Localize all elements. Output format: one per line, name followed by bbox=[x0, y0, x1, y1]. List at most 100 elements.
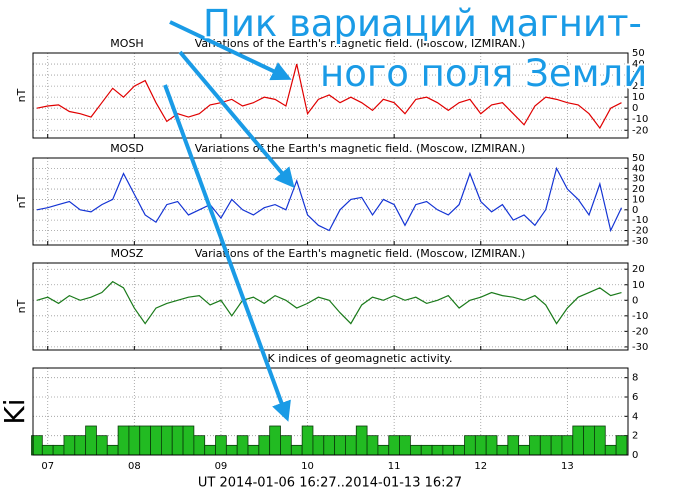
arrows bbox=[163, 20, 295, 422]
y-axis-label: nT bbox=[15, 299, 28, 313]
x-tick-label: 08 bbox=[128, 461, 141, 472]
bar bbox=[355, 425, 368, 456]
bar bbox=[171, 425, 184, 456]
overlay-title: Пик вариаций магнит- ного поля Земли bbox=[201, 0, 649, 97]
bar bbox=[290, 444, 303, 456]
x-tick-label: 11 bbox=[388, 461, 401, 472]
y-tick-label: -20 bbox=[632, 326, 648, 337]
data-line bbox=[36, 166, 623, 233]
data-line bbox=[36, 280, 622, 325]
panel-title: Variations of the Earth's magnetic field… bbox=[195, 37, 526, 50]
bar bbox=[485, 435, 498, 456]
bar bbox=[128, 425, 141, 456]
bar bbox=[594, 425, 606, 456]
bar bbox=[323, 435, 336, 456]
overlay-line: Пик вариаций магнит- bbox=[203, 2, 642, 45]
arrow bbox=[163, 84, 291, 422]
y-tick-label: 50 bbox=[632, 153, 645, 164]
y-tick-label: 0 bbox=[632, 295, 638, 306]
y-tick-label: -20 bbox=[632, 226, 648, 237]
x-tick-label: 10 bbox=[301, 461, 314, 472]
bar bbox=[442, 444, 455, 456]
bar bbox=[258, 435, 271, 456]
y-tick-label: 10 bbox=[632, 194, 645, 205]
y-tick-label: 20 bbox=[632, 184, 645, 195]
bar bbox=[507, 435, 520, 456]
plot-frame bbox=[32, 262, 629, 351]
bar bbox=[160, 425, 173, 456]
y-axis-label: Ki bbox=[0, 398, 31, 424]
bar bbox=[41, 444, 54, 456]
y-tick-label: 30 bbox=[632, 174, 645, 185]
bar bbox=[399, 435, 411, 456]
bar bbox=[117, 425, 130, 456]
bar bbox=[269, 425, 281, 456]
charts: Variations of the Earth's magnetic field… bbox=[0, 37, 648, 491]
bar bbox=[182, 425, 195, 456]
bar bbox=[247, 444, 260, 456]
bar bbox=[139, 425, 151, 456]
panel-title: K indices of geomagnetic activity. bbox=[268, 352, 453, 365]
bar bbox=[345, 435, 357, 456]
y-tick-label: 20 bbox=[632, 81, 645, 92]
x-tick-label: 12 bbox=[474, 461, 487, 472]
bar bbox=[215, 435, 227, 456]
bar bbox=[52, 444, 65, 456]
bar bbox=[474, 435, 487, 456]
y-tick-label: 20 bbox=[632, 264, 645, 275]
station-label: MOSZ bbox=[111, 247, 144, 260]
bar bbox=[604, 444, 617, 456]
bar bbox=[150, 425, 162, 456]
bar bbox=[409, 444, 422, 456]
bar bbox=[453, 444, 465, 456]
station-label: MOSH bbox=[110, 37, 143, 50]
bar bbox=[280, 435, 292, 456]
y-axis-label: nT bbox=[15, 88, 28, 102]
panel-title: Variations of the Earth's magnetic field… bbox=[195, 142, 526, 155]
y-tick-label: 0 bbox=[632, 450, 638, 461]
bar bbox=[236, 435, 249, 456]
arrow bbox=[169, 20, 292, 81]
plot-frame bbox=[32, 157, 629, 246]
y-tick-label: -10 bbox=[632, 311, 648, 322]
bar bbox=[615, 435, 628, 456]
y-tick-label: 0 bbox=[632, 103, 638, 114]
bar bbox=[377, 444, 390, 456]
y-tick-label: 30 bbox=[632, 70, 645, 81]
y-tick-label: 40 bbox=[632, 59, 645, 70]
data-line bbox=[36, 63, 622, 130]
bar bbox=[301, 425, 314, 456]
bar bbox=[518, 444, 530, 456]
y-tick-label: 10 bbox=[632, 92, 645, 103]
y-tick-label: 50 bbox=[632, 48, 645, 59]
plot-frame bbox=[32, 367, 629, 456]
y-tick-label: -30 bbox=[632, 236, 648, 247]
bar bbox=[550, 435, 563, 456]
bar bbox=[106, 444, 119, 456]
plot-frame bbox=[32, 52, 629, 139]
y-axis-label: nT bbox=[15, 194, 28, 208]
overlay-line: ного поля Земли bbox=[320, 52, 647, 95]
bar bbox=[204, 444, 216, 456]
bar bbox=[583, 425, 595, 456]
bar bbox=[225, 444, 238, 456]
y-tick-label: 6 bbox=[632, 392, 638, 403]
bar bbox=[572, 425, 585, 456]
bar bbox=[312, 435, 325, 456]
y-tick-label: -30 bbox=[632, 342, 648, 353]
bar bbox=[85, 425, 97, 456]
bar bbox=[431, 444, 444, 456]
x-tick-label: 09 bbox=[215, 461, 228, 472]
x-axis-label: UT 2014-01-06 16:27..2014-01-13 16:27 bbox=[198, 476, 462, 491]
x-tick-label: 07 bbox=[41, 461, 54, 472]
station-label: MOSD bbox=[110, 142, 144, 155]
panel-title: Variations of the Earth's magnetic field… bbox=[195, 247, 526, 260]
y-tick-label: -20 bbox=[632, 125, 648, 136]
x-tick-label: 13 bbox=[561, 461, 574, 472]
bar bbox=[464, 435, 476, 456]
bar bbox=[366, 435, 379, 456]
bar bbox=[63, 435, 76, 456]
bar bbox=[388, 435, 400, 456]
bar bbox=[74, 435, 87, 456]
